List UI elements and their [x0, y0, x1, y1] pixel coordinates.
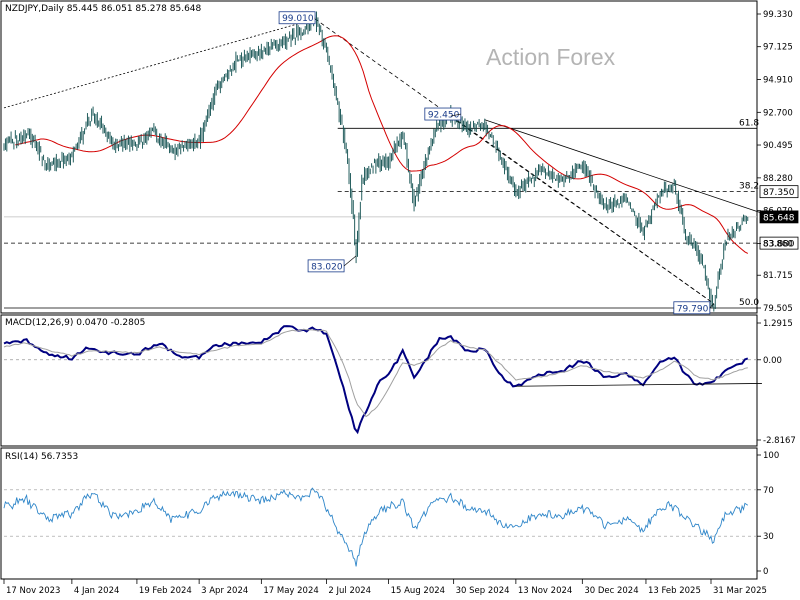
swing-label-leader: [343, 255, 357, 267]
trendlines: [3, 18, 763, 304]
price-panel-frame: [0, 0, 758, 314]
time-axis-label: 3 Apr 2024: [201, 586, 248, 596]
time-axis-label: 17 Nov 2023: [6, 586, 60, 596]
moving-average: [15, 35, 749, 254]
fib-level-label: 50.0: [739, 298, 759, 308]
macd-axis-label: -2.8167: [763, 436, 796, 446]
rsi-panel-frame: [0, 447, 758, 580]
swing-label-leader: [709, 303, 715, 308]
rsi-axis-label: 70: [763, 486, 774, 496]
level-lines: 61.8 38.2 50.0: [4, 118, 759, 309]
fib-level-label: 38.2: [739, 182, 759, 192]
rsi-axis-label: 0: [763, 567, 768, 577]
swing-label: 79.790: [677, 304, 709, 314]
rsi-axis-label: 30: [763, 532, 774, 542]
price-axis-label: 92.700: [763, 108, 793, 118]
price-axis-label: 90.495: [763, 141, 793, 151]
macd-panel-frame: [0, 314, 758, 447]
fib-level-label: 61.8: [739, 118, 759, 128]
time-axis: 17 Nov 2023 4 Jan 2024 19 Feb 2024 3 Apr 20…: [3, 579, 767, 596]
price-axis-label: 94.910: [763, 76, 793, 86]
macd-axis-label: 0.00: [763, 356, 782, 366]
macd-support-line: [515, 383, 762, 387]
time-axis-label: 19 Feb 2024: [139, 586, 192, 596]
rsi-axis-label: 100: [763, 451, 779, 461]
price-axis: 99.330 97.125 94.910 92.700 90.495 88.280 86.0…: [757, 10, 793, 314]
macd-lines: [3, 325, 762, 435]
price-bars: [3, 11, 749, 312]
watermark: Action Forex: [486, 44, 616, 70]
rsi-lines: [3, 487, 757, 567]
rsi-line: [3, 487, 749, 567]
trendline: [3, 18, 316, 109]
macd-panel: MACD(12,26,9) 0.0470 -0.2805 1.2915 0.00 -…: [0, 314, 796, 447]
swing-label-leader: [450, 113, 461, 117]
price-axis-label: 83.860: [763, 239, 793, 249]
price-tag-box: [759, 210, 799, 224]
swing-label: 83.020: [311, 262, 343, 272]
price-axis-label: 97.125: [763, 43, 793, 53]
price-tag-label: 87.350: [763, 188, 795, 198]
time-axis-label: 4 Jan 2024: [74, 586, 120, 596]
time-axis-label: 2 Jul 2024: [328, 586, 371, 596]
price-axis-label: 88.280: [763, 174, 793, 184]
time-axis-label: 17 May 2024: [263, 586, 318, 596]
price-tag-label: 83.880: [763, 240, 795, 250]
macd-header: MACD(12,26,9) 0.0470 -0.2805: [5, 318, 145, 328]
time-axis-label: 30 Dec 2024: [584, 586, 638, 596]
signal-line: [3, 328, 748, 418]
price-axis-label: 81.715: [763, 271, 793, 281]
macd-axis: 1.2915 0.00 -2.8167: [757, 319, 796, 446]
time-axis-label: 13 Feb 2025: [648, 586, 701, 596]
price-header: NZDJPY,Daily 85.445 86.051 85.278 85.648: [5, 4, 202, 14]
price-axis-label: 86.070: [763, 207, 793, 217]
price-tag-label: 85.648: [763, 213, 795, 223]
rsi-panel: RSI(14) 56.7353 100 70 30 0: [0, 447, 779, 580]
price-panel: Action Forex 61.8 38.2 50.0 99.010 92.450 83…: [0, 0, 799, 314]
rsi-axis: 100 70 30 0: [757, 451, 779, 577]
rsi-header: RSI(14) 56.7353: [5, 452, 78, 462]
trendline: [450, 116, 715, 304]
time-axis-label: 30 Sep 2024: [456, 586, 510, 596]
macd-axis-label: 1.2915: [763, 319, 793, 329]
swing-label: 99.010: [282, 14, 314, 24]
price-tag-box: [759, 185, 799, 199]
time-axis-label: 13 Nov 2024: [518, 586, 572, 596]
time-axis-label: 31 Mar 2025: [713, 586, 767, 596]
price-axis-label: 79.505: [763, 304, 793, 314]
price-axis-label: 99.330: [763, 10, 793, 20]
price-annotations: 99.010 92.450 83.020 79.790 87.350 85.648 83.8…: [278, 11, 799, 314]
swing-label: 92.450: [428, 111, 460, 121]
trendline: [484, 119, 763, 214]
ma-line: [15, 35, 749, 254]
time-axis-label: 15 Aug 2024: [391, 586, 445, 596]
